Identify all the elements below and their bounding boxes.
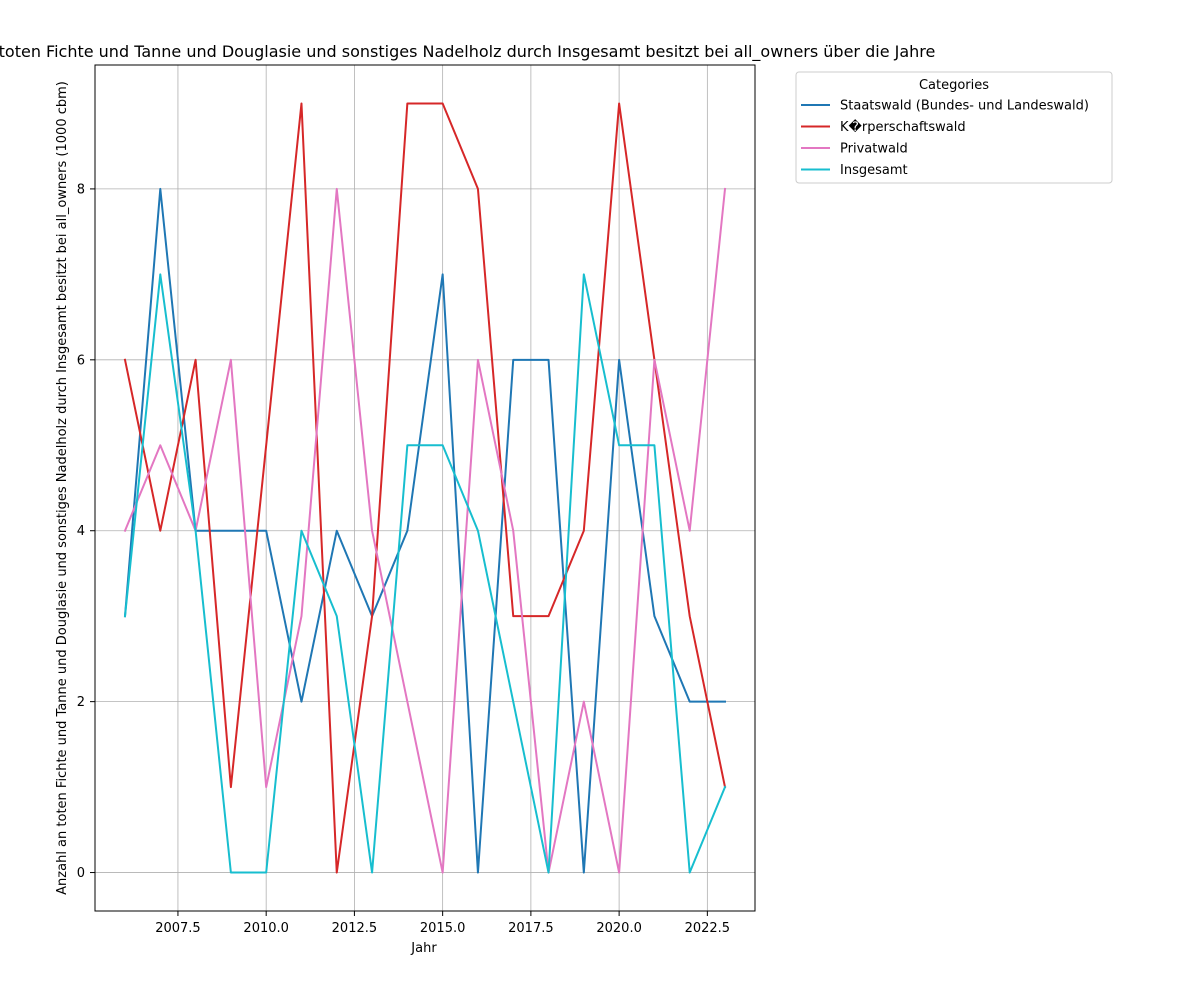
series-line <box>123 273 727 874</box>
x-tick-label: 2017.5 <box>508 921 554 936</box>
x-tick-label: 2007.5 <box>155 921 201 936</box>
y-tick-label: 6 <box>77 353 85 368</box>
series-line <box>123 187 726 874</box>
series-line <box>123 102 727 874</box>
x-axis-ticks: 2007.5 2010.0 2012.5 2015.0 2017.5 2020.0 2022… <box>155 911 730 936</box>
y-axis-label: Anzahl an toten Fichte und Tanne und Dou… <box>55 81 70 895</box>
legend-entries: Staatswald (Bundes- und Landeswald) K�rpe… <box>801 99 1089 178</box>
legend: Categories Staatswald (Bundes- und Lande… <box>795 71 1113 184</box>
legend-entry-label: Insgesamt <box>840 163 908 178</box>
x-tick-label: 2012.5 <box>332 921 378 936</box>
x-tick-label: 2022.5 <box>685 921 731 936</box>
x-axis-label: Jahr <box>410 941 437 956</box>
series-line <box>123 187 727 874</box>
legend-entry-label: Privatwald <box>840 142 908 157</box>
grid <box>95 65 755 911</box>
legend-title: Categories <box>919 78 989 93</box>
series-lines <box>123 102 727 874</box>
legend-entry-label: K�rperschaftswald <box>840 118 966 135</box>
y-tick-label: 2 <box>77 695 85 710</box>
legend-box <box>795 71 1113 184</box>
y-tick-label: 4 <box>77 524 85 539</box>
y-tick-label: 8 <box>77 182 85 197</box>
x-tick-label: 2010.0 <box>243 921 289 936</box>
x-tick-label: 2020.0 <box>596 921 642 936</box>
chart-title: Anzahl an toten Fichte und Tanne und Dou… <box>0 42 935 62</box>
y-axis-ticks: 0 2 4 6 8 <box>77 182 95 881</box>
legend-entry-label: Staatswald (Bundes- und Landeswald) <box>840 99 1089 114</box>
y-tick-label: 0 <box>77 866 85 881</box>
plot-frame <box>94 64 756 912</box>
x-tick-label: 2015.0 <box>420 921 466 936</box>
